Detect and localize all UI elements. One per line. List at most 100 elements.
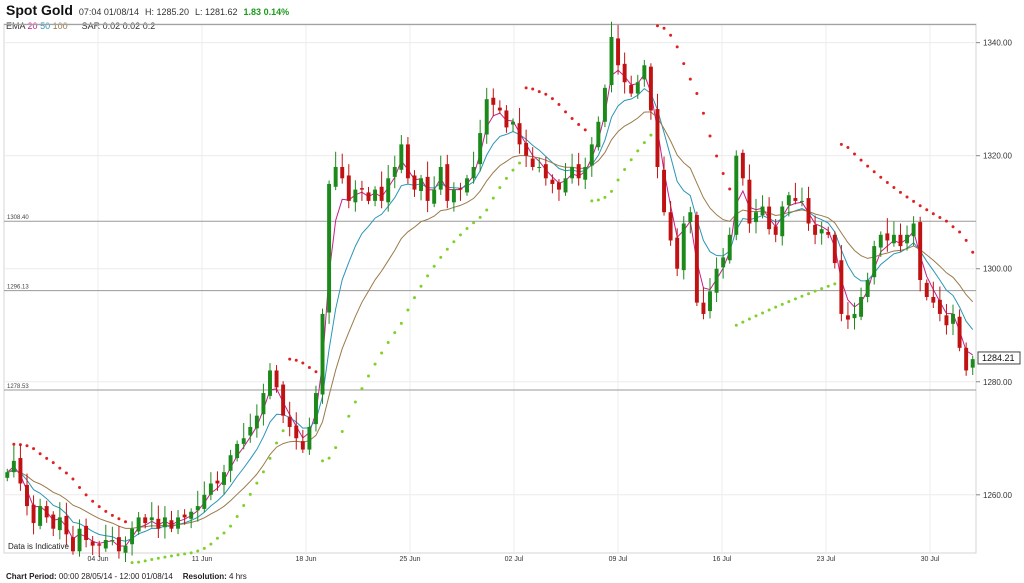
x-tick-label: 25 Jun: [399, 556, 420, 563]
candle-body: [228, 455, 233, 471]
x-tick-label: 11 Jun: [192, 556, 213, 563]
sar-dot: [544, 92, 548, 96]
candle-body: [556, 182, 561, 190]
ema50-label: 50: [40, 21, 51, 31]
candle-body: [773, 226, 778, 235]
candle-body: [320, 313, 325, 395]
candle-body: [202, 494, 207, 509]
candle-body: [905, 234, 910, 244]
sar-dot: [452, 240, 456, 244]
y-tick-label: 1300.00: [983, 265, 1012, 274]
ema20-label: 20: [27, 21, 38, 31]
candle-body: [189, 511, 194, 519]
candle-body: [596, 121, 601, 148]
sar-dot: [767, 308, 771, 312]
sar-dot: [347, 414, 351, 418]
candle-body: [754, 212, 758, 223]
sar-dot: [951, 225, 955, 229]
sar-dot: [71, 477, 75, 481]
sar-dot: [406, 308, 410, 312]
candle-body: [465, 178, 469, 193]
candle-body: [708, 291, 712, 312]
candle-body: [241, 438, 246, 444]
candle-body: [11, 460, 16, 473]
reference-line-label: 1296.13: [7, 285, 29, 291]
candle-body: [813, 224, 818, 235]
sar-dot: [596, 198, 600, 202]
sar-dot: [478, 215, 482, 219]
sar-dot: [603, 195, 607, 199]
sar-dot: [675, 45, 679, 49]
candle-body: [878, 234, 883, 248]
sar-dot: [163, 555, 167, 559]
candle-body: [491, 97, 496, 105]
sar-dot: [787, 300, 791, 304]
candle-body: [97, 544, 102, 546]
sar-dot: [38, 452, 42, 456]
candle-body: [346, 175, 351, 201]
sar-dot: [642, 141, 646, 145]
candle-body: [780, 206, 785, 237]
sar-dot: [229, 524, 233, 528]
y-axis: 1260.00 1280.00 1300.00 1320.00 1340.00: [976, 39, 1012, 500]
sar-dot: [458, 233, 462, 237]
sar-dot: [18, 443, 22, 447]
candle-body: [734, 155, 739, 235]
candle-body: [701, 302, 706, 314]
candle-body: [51, 514, 56, 529]
sar-dot: [399, 321, 403, 325]
candle-body: [504, 110, 509, 128]
sar-label: SAR: [81, 21, 101, 31]
sar-dot: [879, 175, 883, 179]
sar-dot: [813, 289, 817, 293]
sar-dot: [294, 358, 298, 362]
candle-body: [268, 370, 272, 396]
sar-dot: [898, 190, 902, 194]
x-axis: 04 Jun 11 Jun 18 Jun 25 Jun 02 Jul 09 Jul 16 J…: [87, 556, 939, 563]
sar-dot: [721, 172, 725, 176]
candle-body: [123, 545, 128, 553]
y-tick-label: 1280.00: [983, 378, 1012, 387]
sar-dot: [419, 284, 423, 288]
ema-50-line: [7, 87, 974, 542]
candle-body: [530, 158, 535, 167]
timestamp: 07:04 01/08/14: [78, 7, 139, 17]
sar-dot: [84, 493, 88, 497]
chart-footer: Chart Period: 00:00 28/05/14 - 12:00 01/…: [6, 572, 247, 581]
candle-body: [274, 370, 279, 388]
candle-body: [635, 82, 640, 94]
candle-body: [609, 36, 614, 86]
y-tick-label: 1340.00: [983, 39, 1012, 48]
candle-body: [333, 166, 338, 187]
candle-body: [281, 384, 286, 416]
candle-body: [898, 234, 903, 247]
reference-line-label: 1308.40: [7, 215, 29, 221]
sar-dot: [439, 255, 443, 259]
sar-dot: [327, 456, 331, 460]
sar-dot: [301, 361, 305, 365]
candle-body: [248, 426, 253, 436]
candle-body: [5, 472, 10, 478]
candle-body: [90, 541, 95, 546]
candle-body: [294, 425, 299, 439]
candle-body: [918, 222, 923, 281]
candle-body: [688, 212, 693, 223]
candle-body: [208, 483, 213, 495]
candle-body: [839, 260, 844, 314]
sar-dot: [853, 152, 856, 156]
sar-dot: [288, 357, 292, 361]
candle-body: [694, 215, 699, 303]
candle-body: [911, 223, 916, 237]
candle-body: [162, 517, 167, 528]
candle-body: [859, 296, 864, 317]
candle-body: [18, 458, 23, 484]
candle-body: [300, 441, 305, 450]
sar-dot: [623, 167, 627, 171]
sar-dot: [97, 505, 101, 509]
sar-dot: [445, 247, 449, 251]
candle-body: [405, 144, 410, 179]
sar-dot: [944, 219, 948, 223]
candle-body: [760, 206, 765, 216]
sar-dot: [636, 149, 640, 153]
